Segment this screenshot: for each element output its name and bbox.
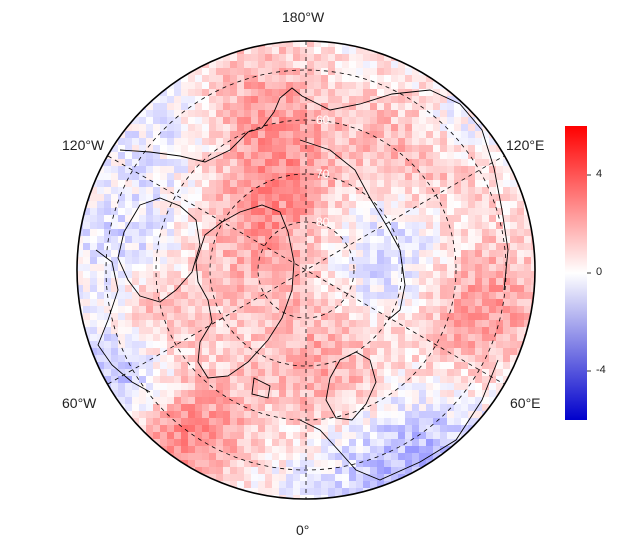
lon-label-upper-left: 120°W	[62, 137, 105, 153]
colorbar-tick-label: 0	[596, 266, 603, 278]
lon-label-bottom: 0°	[296, 522, 310, 538]
colorbar-tick-label: -4	[596, 364, 606, 376]
graticule	[105, 41, 507, 499]
colorbar	[565, 126, 591, 420]
lat-label-80: 80	[316, 215, 330, 229]
lon-label-lower-right: 60°E	[510, 395, 541, 411]
latitude-labels: 60 70 80	[316, 113, 330, 229]
lon-label-top: 180°W	[282, 9, 325, 25]
lat-label-70: 70	[316, 167, 330, 181]
colorbar-bar	[565, 126, 587, 420]
map-boundary	[76, 40, 536, 500]
lon-label-lower-left: 60°W	[62, 395, 97, 411]
coastlines	[95, 87, 509, 481]
colorbar-tick-label: 4	[596, 168, 603, 180]
lon-label-upper-right: 120°E	[506, 137, 545, 153]
lat-label-60: 60	[316, 113, 330, 127]
